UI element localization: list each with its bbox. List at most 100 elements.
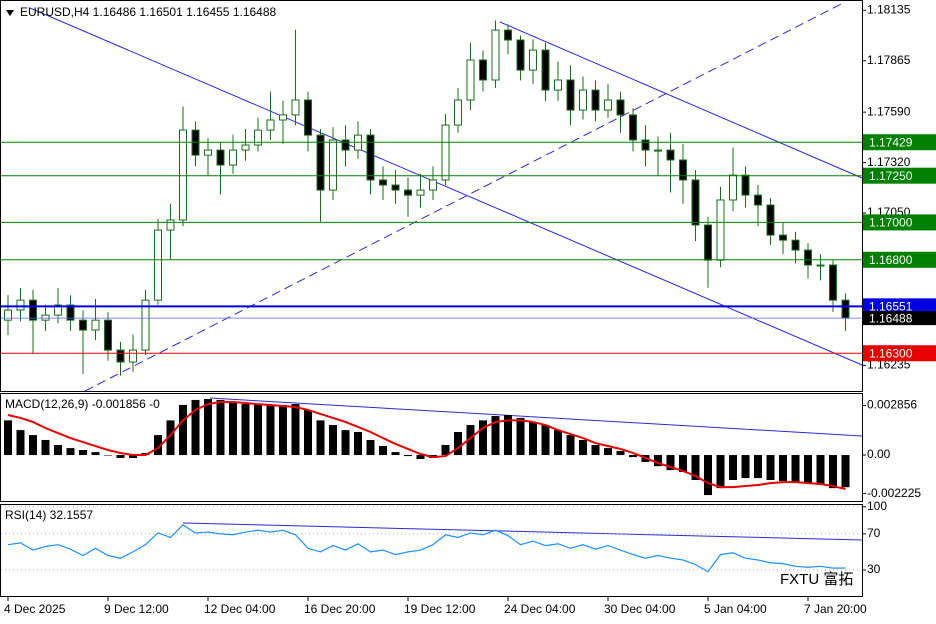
macd-bar bbox=[391, 452, 400, 456]
macd-bar bbox=[704, 455, 712, 496]
y-tick-label: 1.17590 bbox=[867, 104, 911, 118]
macd-bar bbox=[366, 439, 375, 456]
candle-body bbox=[729, 174, 737, 201]
main-panel bbox=[0, 0, 863, 392]
macd-bar bbox=[479, 420, 487, 456]
candle-body bbox=[179, 129, 187, 221]
trendline bbox=[499, 21, 863, 179]
level-label-box bbox=[863, 298, 936, 315]
macd-bar bbox=[729, 455, 737, 480]
trendline-dashed bbox=[84, 1, 846, 392]
candle-body bbox=[791, 239, 800, 251]
macd-bar bbox=[779, 455, 787, 482]
candle-body bbox=[54, 304, 62, 316]
candle-body bbox=[91, 319, 100, 331]
macd-bar bbox=[629, 455, 637, 458]
level-label-box bbox=[863, 214, 936, 231]
level-label: 1.17250 bbox=[869, 169, 913, 183]
candle-body bbox=[754, 194, 762, 206]
level-label-box bbox=[863, 251, 936, 268]
macd-bar bbox=[491, 416, 500, 456]
macd-bar bbox=[54, 444, 62, 456]
y-tick-label: 1.18135 bbox=[867, 2, 911, 16]
rsi-trendline bbox=[182, 522, 863, 541]
candle-body bbox=[566, 79, 575, 111]
candle-body bbox=[29, 299, 37, 321]
macd-bar bbox=[741, 455, 750, 479]
candle-body bbox=[229, 149, 237, 166]
candle-body bbox=[329, 139, 337, 191]
candle-body bbox=[441, 124, 450, 181]
macd-bar bbox=[166, 420, 175, 456]
macd-bar bbox=[454, 431, 462, 456]
current-price-label: 1.16488 bbox=[869, 311, 913, 325]
level-label-box bbox=[863, 134, 936, 151]
watermark: FXTU 富拓 bbox=[780, 570, 853, 588]
macd-bar bbox=[466, 425, 475, 456]
candle-body bbox=[491, 29, 500, 81]
y-tick-label: 1.17320 bbox=[867, 155, 911, 169]
candle-body bbox=[541, 49, 550, 91]
candle-body bbox=[366, 134, 375, 181]
macd-bar bbox=[341, 430, 350, 456]
candle-body bbox=[141, 299, 150, 351]
level-label: 1.16551 bbox=[869, 300, 913, 314]
candle-body bbox=[604, 99, 612, 111]
candle-body bbox=[779, 234, 787, 241]
macd-title: MACD(12,26,9) -0.001856 -0 bbox=[5, 397, 160, 411]
macd-bar bbox=[416, 455, 425, 460]
candle-body bbox=[291, 99, 300, 116]
macd-bar bbox=[29, 435, 37, 456]
macd-bar bbox=[754, 455, 762, 479]
level-label: 1.16800 bbox=[869, 253, 913, 267]
macd-bar bbox=[504, 415, 512, 456]
macd-bar bbox=[691, 455, 700, 480]
x-tick-label: 16 Dec 20:00 bbox=[304, 602, 376, 616]
candle-body bbox=[429, 179, 437, 191]
macd-bar bbox=[604, 448, 612, 456]
macd-bar bbox=[191, 399, 200, 456]
macd-bar bbox=[229, 402, 237, 456]
candle-body bbox=[741, 174, 750, 196]
y-tick-label: -0.002225 bbox=[867, 486, 921, 500]
candle-body bbox=[454, 99, 462, 126]
rsi-line bbox=[7, 524, 846, 573]
macd-bar bbox=[566, 435, 575, 456]
macd-bar bbox=[104, 455, 112, 456]
candle-body bbox=[841, 299, 850, 319]
candle-body bbox=[766, 204, 775, 236]
candle-body bbox=[279, 114, 287, 121]
candle-body bbox=[391, 184, 400, 191]
macd-bar bbox=[766, 455, 775, 480]
level-label: 1.17429 bbox=[869, 135, 913, 149]
candle-body bbox=[154, 229, 162, 301]
candle-body bbox=[216, 149, 225, 166]
candle-body bbox=[529, 49, 537, 71]
candle-body bbox=[316, 134, 325, 191]
candle-body bbox=[816, 264, 825, 267]
macd-bar bbox=[829, 455, 837, 489]
rsi-panel bbox=[0, 504, 863, 597]
macd-bar bbox=[241, 404, 250, 456]
candle-body bbox=[204, 149, 212, 156]
macd-bar bbox=[41, 439, 50, 456]
macd-bar bbox=[529, 421, 537, 456]
x-tick-label: 30 Dec 04:00 bbox=[604, 602, 676, 616]
macd-bar bbox=[204, 399, 212, 456]
y-tick-label: 70 bbox=[867, 526, 881, 540]
macd-bar bbox=[654, 455, 662, 467]
current-price-box bbox=[863, 311, 936, 326]
macd-bar bbox=[216, 399, 225, 456]
candle-body bbox=[404, 189, 412, 196]
level-label-box bbox=[863, 167, 936, 184]
candle-body bbox=[654, 149, 662, 152]
macd-panel bbox=[0, 393, 863, 502]
candle-body bbox=[804, 249, 812, 266]
macd-bar bbox=[4, 420, 12, 456]
candle-body bbox=[266, 119, 275, 131]
candle-body bbox=[666, 149, 675, 161]
